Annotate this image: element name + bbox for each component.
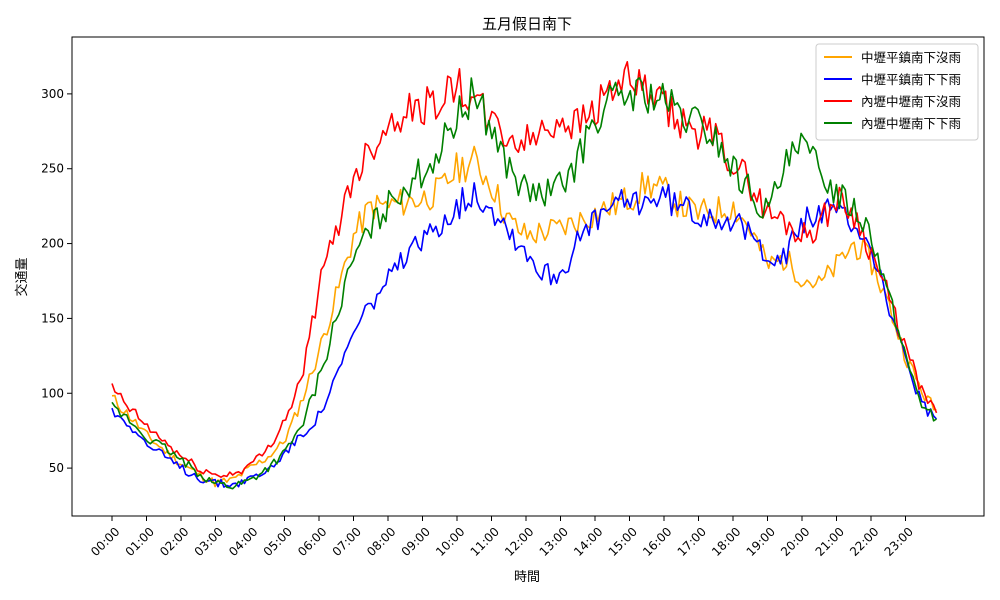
x-tick-label: 21:00: [813, 525, 847, 559]
series-line: [111, 60, 938, 479]
y-tick-label: 250: [41, 162, 64, 176]
legend-entry: 內壢中壢南下下雨: [861, 116, 961, 131]
x-tick-label: 18:00: [709, 525, 743, 559]
x-tick-label: 19:00: [744, 525, 778, 559]
x-tick-label: 05:00: [261, 525, 295, 559]
y-tick-label: 50: [49, 461, 64, 475]
legend-box: [815, 43, 979, 141]
x-tick-label: 14:00: [571, 525, 605, 559]
x-axis: 00:00 01:00 02:00 03:00 04:00 05:00 06:00 07:00…: [88, 516, 916, 559]
x-tick-label: 01:00: [123, 525, 157, 559]
x-tick-label: 23:00: [882, 525, 916, 559]
chart-title: 五月假日南下: [482, 15, 572, 33]
x-tick-label: 15:00: [606, 525, 640, 559]
x-tick-label: 17:00: [675, 525, 709, 559]
x-tick-label: 13:00: [537, 525, 571, 559]
series-line: [111, 77, 937, 490]
x-tick-label: 04:00: [226, 525, 260, 559]
x-tick-label: 12:00: [502, 525, 536, 559]
x-tick-label: 00:00: [88, 525, 122, 559]
x-tick-label: 10:00: [433, 525, 467, 559]
legend-entry: 內壢中壢南下沒雨: [861, 94, 961, 109]
x-tick-label: 22:00: [847, 525, 881, 559]
y-tick-label: 150: [41, 311, 64, 325]
x-tick-label: 08:00: [364, 525, 398, 559]
x-tick-label: 07:00: [330, 525, 364, 559]
y-tick-label: 100: [41, 386, 64, 400]
x-tick-label: 20:00: [778, 525, 812, 559]
x-tick-label: 09:00: [399, 525, 433, 559]
legend-entry: 中壢平鎮南下下雨: [861, 72, 961, 87]
series-line: [111, 182, 938, 488]
x-tick-label: 02:00: [157, 525, 191, 559]
x-axis-label: 時間: [514, 570, 540, 585]
y-tick-label: 300: [41, 87, 64, 101]
y-tick-label: 200: [41, 237, 64, 251]
legend-entry: 中壢平鎮南下沒雨: [861, 50, 961, 65]
plot-frame: [71, 36, 985, 517]
y-axis: 50 100 150 200 250 300: [41, 87, 72, 475]
y-axis-label: 交通量: [14, 257, 30, 296]
x-tick-label: 03:00: [192, 525, 226, 559]
x-tick-label: 11:00: [468, 525, 502, 559]
x-tick-label: 16:00: [640, 525, 674, 559]
series-line: [111, 145, 937, 488]
x-tick-label: 06:00: [295, 525, 329, 559]
series-layer: [111, 60, 938, 490]
